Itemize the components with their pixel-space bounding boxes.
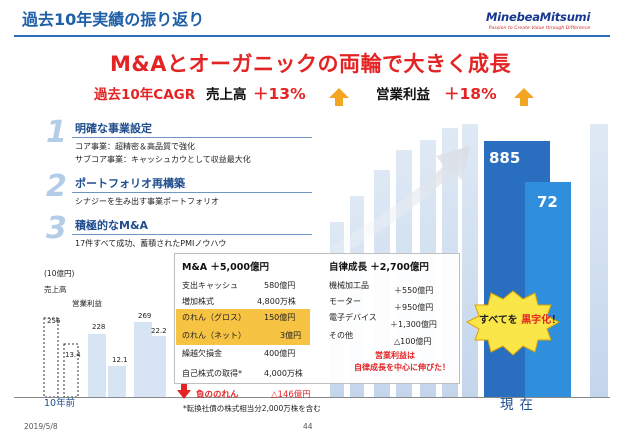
axis-label-past: 10年前 (44, 398, 76, 409)
organic-row-label: 電子デバイス (329, 313, 377, 322)
logo-name: MinebeaMitsumi (486, 10, 591, 24)
past-bar (134, 322, 152, 397)
baseline (14, 397, 610, 398)
negative-goodwill-value: △146億円 (271, 390, 311, 400)
point-line: コア事業：超精密＆高品質で強化 (75, 142, 195, 151)
current-bars (484, 141, 571, 397)
organic-row-value: ＋550億円 (394, 286, 434, 295)
point-line: シナジーを生み出す事業ポートフォリオ (75, 197, 219, 206)
point-divider (72, 234, 312, 235)
cagr-profit-value: ＋18% (444, 85, 497, 103)
past-bar (148, 336, 166, 397)
organic-heading: 自律成長 ＋2,700億円 (329, 262, 429, 273)
axis-label-current: 現在 (500, 397, 539, 413)
company-logo: MinebeaMitsumi Passion to Create Value t… (486, 10, 590, 31)
current-profit-value: 72 (537, 193, 558, 211)
point-title: ポートフォリオ再構築 (75, 177, 185, 190)
ma-row-label: のれん（ネット） (182, 331, 246, 340)
page-number: 44 (303, 422, 313, 431)
organic-note-line: 営業利益は (375, 351, 415, 360)
highlight-burst (465, 290, 561, 356)
header-divider (14, 35, 610, 37)
organic-row-value: ＋950億円 (394, 303, 434, 312)
footnote: *転換社債の株式相当分2,000万株を含む (183, 404, 321, 413)
growth-arrow-graphic (300, 146, 470, 274)
ma-row-label: 自己株式の取得* (182, 369, 242, 378)
ma-row-value: 4,800万株 (257, 297, 296, 306)
cagr-sales-value: ＋13% (253, 85, 306, 103)
up-arrow-icon (329, 88, 349, 106)
slide-date: 2019/5/8 (24, 422, 58, 431)
organic-row-label: その他 (329, 331, 353, 340)
bar-value-label: 13.4 (65, 351, 81, 359)
organic-row-value: △100億円 (394, 337, 432, 346)
point-title: 明確な事業設定 (75, 122, 152, 135)
point-title: 積極的なM&A (75, 219, 149, 232)
ma-row-label: 支出キャッシュ (182, 281, 238, 290)
ma-row-label: 増加株式 (182, 297, 214, 306)
ma-row-value: 4,000万株 (264, 369, 303, 378)
organic-row-label: 機械加工品 (329, 281, 369, 290)
sales-legend-label: 売上高 (44, 285, 67, 294)
slide-title: 過去10年実績の振り返り (22, 10, 205, 29)
bar-value-label: 269 (138, 312, 152, 320)
point-divider (72, 137, 312, 138)
cagr-profit-label: 営業利益 (376, 87, 430, 103)
ma-row-value: 150億円 (264, 313, 296, 322)
point-line: サブコア事業：キャッシュカウとして収益最大化 (75, 155, 251, 164)
negative-goodwill-label: 負ののれん (196, 390, 239, 400)
point-number: 3 (46, 211, 67, 246)
cagr-sales-label: 売上高 (206, 87, 247, 103)
logo-tagline: Passion to Create Value through Differen… (488, 26, 591, 31)
unit-label: (10億円) (44, 269, 75, 278)
point-divider (72, 192, 312, 193)
current-profit-bar (525, 182, 571, 397)
ma-row-value: 400億円 (264, 349, 296, 358)
burst-callout-text: すべてを 黒字化！ (479, 315, 562, 326)
up-arrow-icon (514, 88, 534, 106)
current-sales-value: 885 (489, 149, 521, 167)
ma-row-value: 580億円 (264, 281, 296, 290)
profit-legend-label: 営業利益 (72, 299, 102, 308)
past-bar (108, 366, 126, 397)
point-number: 1 (46, 115, 67, 150)
past-sales-dashed-bar (43, 317, 59, 398)
background-bar (590, 124, 608, 397)
past-bars (43, 317, 166, 398)
down-arrow-icon (177, 384, 191, 399)
ma-heading: M&A ＋5,000億円 (182, 262, 269, 273)
background-bar (462, 124, 478, 397)
goodwill-highlight (176, 309, 310, 345)
ma-row-value: 3億円 (280, 331, 302, 340)
bar-value-label: 22.2 (151, 327, 167, 335)
ma-row-label: のれん（グロス） (182, 313, 246, 322)
bar-value-label: 256 (47, 317, 61, 325)
organic-row-label: モーター (329, 297, 361, 306)
point-number: 2 (46, 169, 67, 204)
organic-note-line: 自律成長を中心に伸びた！ (354, 363, 450, 372)
ma-row-label: 繰越欠損金 (182, 349, 222, 358)
cagr-label: 過去10年CAGR (94, 87, 196, 103)
point-line: 17件すべて成功、蓄積されたPMIノウハウ (75, 239, 227, 248)
bar-value-label: 228 (92, 323, 106, 331)
past-bar (88, 334, 106, 397)
bar-value-label: 12.1 (112, 356, 128, 364)
organic-row-value: ＋1,300億円 (390, 320, 437, 329)
headline: M&Aとオーガニックの両輪で大きく成長 (110, 52, 511, 76)
